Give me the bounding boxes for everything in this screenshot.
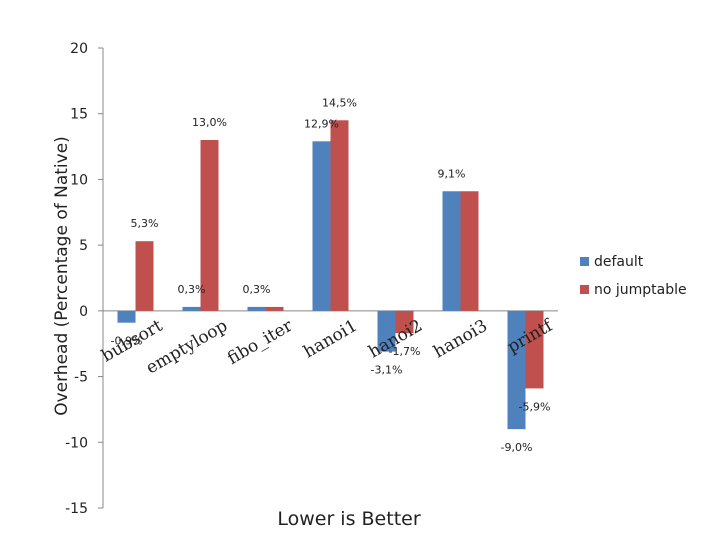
y-tick-label: 20 (70, 41, 88, 57)
bar-hanoi2-default (377, 310, 396, 352)
category-label: hanoi1 (300, 316, 361, 363)
data-label: 0,3% (243, 283, 271, 296)
bar-emptyloop-no-jumptable (200, 140, 219, 311)
legend-swatch (580, 285, 589, 294)
bar-hanoi2-no-jumptable (395, 310, 414, 334)
data-label: -0,9% (111, 335, 143, 348)
data-label: -1,7% (389, 345, 421, 358)
bar-emptyloop-default (182, 306, 201, 311)
y-tick-label: 15 (70, 107, 88, 123)
data-label: 5,3% (131, 217, 159, 230)
bar-bubsort-no-jumptable (135, 241, 154, 311)
y-tick-label: 10 (70, 172, 88, 188)
data-label: 9,1% (438, 167, 466, 180)
bar-printf-no-jumptable (525, 310, 544, 389)
data-label: -3,1% (371, 364, 403, 377)
legend: default no jumptable (580, 254, 687, 298)
data-label: 13,0% (192, 116, 227, 129)
bar-fibo_iter-default (247, 306, 266, 311)
y-axis-title: Overhead (Percentage of Native) (52, 136, 72, 416)
data-label: 14,5% (322, 96, 357, 109)
data-label: -5,9% (519, 400, 551, 413)
bar-hanoi3-no-jumptable (460, 191, 479, 311)
data-label: -9,0% (501, 441, 533, 454)
bar-hanoi1-no-jumptable (330, 120, 349, 311)
y-tick-label: -10 (65, 435, 88, 451)
legend-label: no jumptable (594, 282, 687, 298)
bar-printf-default (507, 310, 526, 430)
category-label: hanoi3 (430, 316, 491, 363)
bars (117, 120, 544, 430)
bar-bubsort-default (117, 310, 136, 323)
bar-hanoi1-default (312, 141, 331, 311)
bar-fibo_iter-no-jumptable (265, 306, 284, 311)
data-label: 0,3% (178, 283, 206, 296)
y-tick-label: 0 (79, 304, 88, 320)
data-labels: -0,9% 0,3% 0,3% 12,9% -3,1% 9,1% -9,0% 5,3% 13,0… (111, 96, 551, 454)
y-tick-label: -15 (65, 501, 88, 517)
legend-swatch (580, 257, 589, 266)
bar-hanoi3-default (442, 191, 461, 311)
category-label: fibo_iter (224, 315, 297, 368)
axes: -15 -10 -5 0 5 10 15 20 (65, 41, 558, 517)
data-label: 12,9% (304, 117, 339, 130)
legend-label: default (594, 254, 644, 270)
x-axis-title: Lower is Better (277, 508, 420, 530)
y-tick-label: 5 (79, 238, 88, 254)
y-tick-label: -5 (74, 370, 88, 386)
